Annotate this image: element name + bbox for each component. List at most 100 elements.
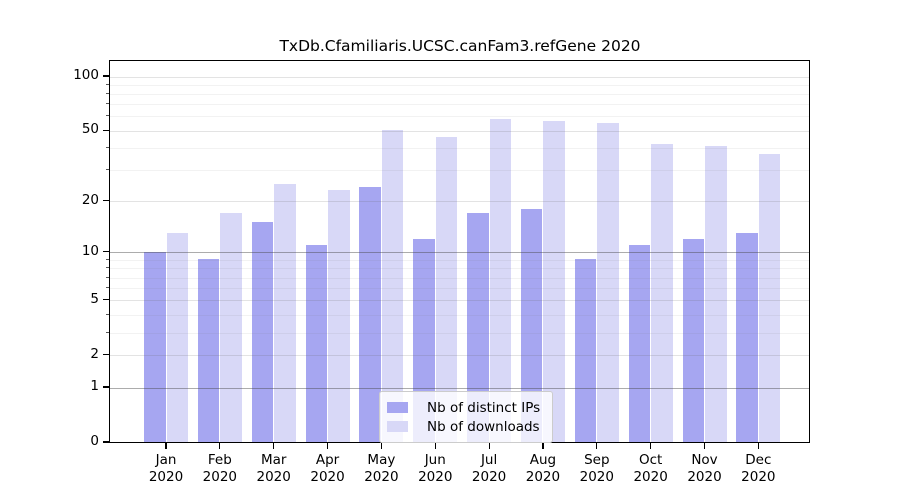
bar-downloads-feb xyxy=(220,212,242,442)
x-tick-label-aug: Aug 2020 xyxy=(511,452,575,486)
y-tick-mark-20 xyxy=(103,199,109,202)
chart-title: TxDb.Cfamiliaris.UCSC.canFam3.refGene 20… xyxy=(279,37,641,55)
x-tick-mark-sep xyxy=(596,443,598,449)
y-minor-tick-mark-90 xyxy=(105,83,109,85)
x-tick-label-feb: Feb 2020 xyxy=(188,452,252,486)
bar-distinct-ips-feb xyxy=(197,259,220,442)
y-tick-label-50: 50 xyxy=(81,121,99,138)
y-minor-tick-mark-80 xyxy=(105,93,109,94)
bar-distinct-ips-may xyxy=(359,186,381,442)
y-minor-tick-mark-30 xyxy=(105,169,109,171)
bar-distinct-ips-dec xyxy=(736,232,758,442)
x-tick-label-jan: Jan 2020 xyxy=(134,452,198,486)
gridline-5 xyxy=(110,300,809,302)
bar-downloads-nov xyxy=(705,145,727,442)
x-tick-year: 2020 xyxy=(202,469,238,485)
gridline-70 xyxy=(110,104,809,106)
x-tick-year: 2020 xyxy=(364,469,399,485)
gridline-7 xyxy=(110,277,809,279)
y-tick-label-0: 0 xyxy=(90,433,99,449)
y-tick-label-20: 20 xyxy=(81,191,99,208)
bar-distinct-ips-aug xyxy=(520,208,543,442)
gridline-90 xyxy=(110,84,809,86)
bar-distinct-ips-apr xyxy=(305,244,328,442)
y-tick-mark-2 xyxy=(103,354,109,356)
y-tick-label-2: 2 xyxy=(90,345,99,362)
y-tick-mark-0 xyxy=(103,441,109,443)
x-tick-mark-jun xyxy=(434,443,436,449)
x-tick-month: Aug xyxy=(529,452,557,468)
x-tick-label-mar: Mar 2020 xyxy=(242,452,306,486)
legend-swatch-distinct-ips xyxy=(387,402,408,413)
x-tick-year: 2020 xyxy=(525,469,561,485)
y-tick-label-1: 1 xyxy=(90,378,99,395)
x-tick-label-dec: Dec 2020 xyxy=(726,452,790,486)
legend-swatch-downloads xyxy=(387,421,408,432)
y-tick-mark-100 xyxy=(103,75,109,77)
y-tick-label-5: 5 xyxy=(90,290,99,307)
gridline-50 xyxy=(110,130,809,132)
x-tick-year: 2020 xyxy=(310,469,345,485)
gridline-40 xyxy=(110,147,809,149)
x-tick-year: 2020 xyxy=(256,469,291,485)
x-tick-label-apr: Apr 2020 xyxy=(296,452,360,486)
y-minor-tick-mark-9 xyxy=(105,258,109,260)
bar-downloads-aug xyxy=(543,121,565,442)
gridline-100 xyxy=(110,76,809,78)
bar-downloads-apr xyxy=(328,189,350,442)
x-tick-month: Dec xyxy=(745,452,772,468)
y-tick-mark-5 xyxy=(103,299,109,301)
gridline-8 xyxy=(110,268,809,270)
x-tick-mark-aug xyxy=(542,443,544,449)
x-tick-year: 2020 xyxy=(579,469,614,485)
x-tick-mark-jan xyxy=(165,443,167,449)
bar-distinct-ips-oct xyxy=(628,244,651,442)
bar-distinct-ips-jan xyxy=(144,251,166,442)
bar-downloads-sep xyxy=(597,122,619,442)
x-tick-year: 2020 xyxy=(418,469,453,485)
legend: Nb of distinct IPs Nb of downloads xyxy=(379,391,554,443)
y-minor-tick-mark-6 xyxy=(105,287,109,289)
x-tick-month: May xyxy=(367,452,396,468)
y-minor-tick-mark-7 xyxy=(105,276,109,278)
x-tick-month: Feb xyxy=(207,452,232,468)
gridline-20 xyxy=(110,201,809,203)
gridline-10 xyxy=(110,252,809,254)
x-tick-label-nov: Nov 2020 xyxy=(673,452,737,486)
gridline-9 xyxy=(110,259,809,261)
gridline-6 xyxy=(110,288,809,290)
y-tick-mark-50 xyxy=(103,129,109,131)
bar-downloads-oct xyxy=(651,143,673,442)
x-tick-month: Jul xyxy=(480,452,498,468)
x-tick-label-may: May 2020 xyxy=(349,452,413,486)
x-tick-mark-apr xyxy=(326,443,329,449)
x-tick-month: Mar xyxy=(260,452,287,468)
x-tick-month: Nov xyxy=(691,452,718,468)
legend-row-distinct-ips: Nb of distinct IPs xyxy=(387,398,540,417)
x-tick-year: 2020 xyxy=(687,469,722,485)
x-tick-month: Jun xyxy=(424,452,446,468)
x-tick-month: Oct xyxy=(638,452,663,468)
y-minor-tick-mark-40 xyxy=(105,146,109,148)
legend-label-distinct-ips: Nb of distinct IPs xyxy=(427,399,541,416)
gridline-3 xyxy=(110,332,809,334)
x-tick-year: 2020 xyxy=(741,469,776,485)
x-tick-mark-dec xyxy=(757,443,759,449)
legend-row-downloads: Nb of downloads xyxy=(387,417,540,436)
bar-downloads-may xyxy=(381,130,404,442)
bar-distinct-ips-nov xyxy=(682,238,704,442)
bar-distinct-ips-jul xyxy=(467,212,489,442)
y-minor-tick-mark-4 xyxy=(105,313,109,315)
legend-label-downloads: Nb of downloads xyxy=(427,418,540,435)
plot-area: Nb of distinct IPs Nb of downloads xyxy=(109,60,810,443)
y-minor-tick-mark-60 xyxy=(105,115,109,117)
y-tick-label-100: 100 xyxy=(73,67,99,83)
gridline-60 xyxy=(110,116,809,118)
x-tick-year: 2020 xyxy=(471,469,507,485)
y-minor-tick-mark-8 xyxy=(105,267,109,269)
y-minor-tick-mark-3 xyxy=(105,331,109,333)
bar-downloads-jun xyxy=(435,136,458,442)
x-tick-label-sep: Sep 2020 xyxy=(565,452,629,486)
bar-distinct-ips-sep xyxy=(574,259,597,442)
